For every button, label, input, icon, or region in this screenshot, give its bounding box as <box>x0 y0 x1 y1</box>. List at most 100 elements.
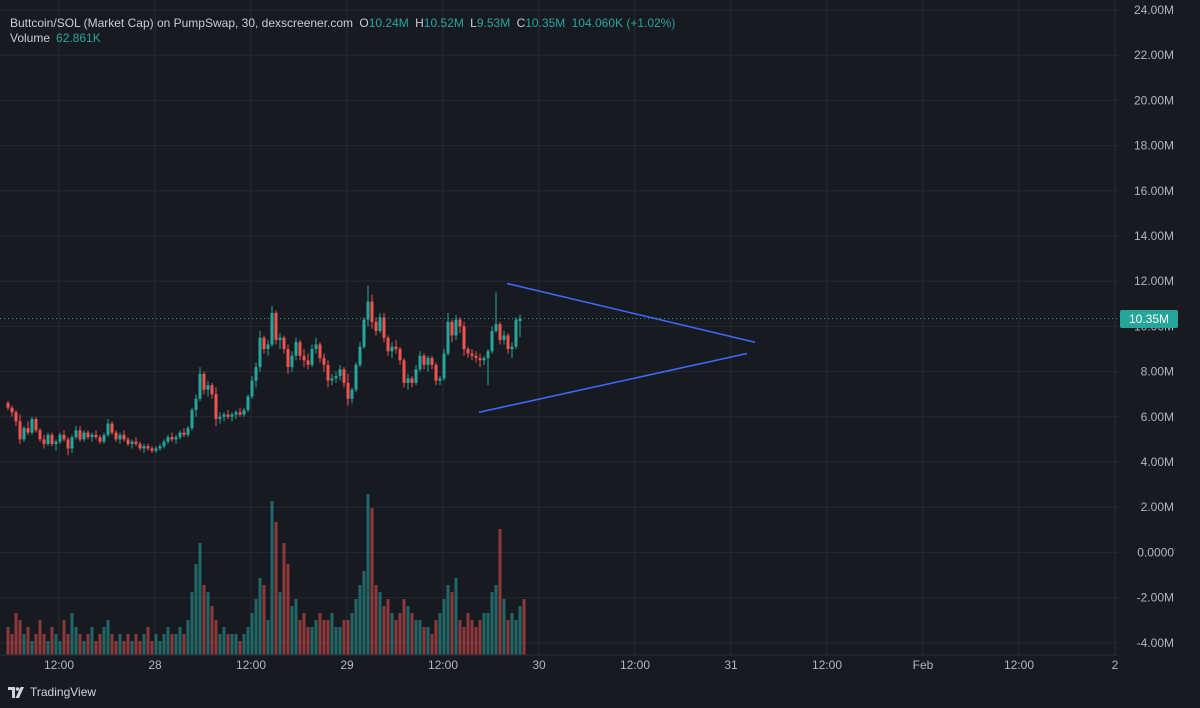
candle-body <box>194 398 198 411</box>
volume-bar <box>402 599 406 655</box>
candle-body <box>74 430 78 438</box>
volume-bar <box>510 613 514 655</box>
volume-bar <box>182 634 186 655</box>
x-tick-label: Feb <box>913 658 934 672</box>
candle-body <box>442 353 446 379</box>
candle-body <box>146 446 150 449</box>
volume-bar <box>34 634 38 655</box>
volume-bar <box>482 613 486 655</box>
volume-bar <box>266 620 270 655</box>
candle-body <box>114 432 118 440</box>
y-tick-label: -4.00M <box>1137 636 1174 650</box>
candle-body <box>182 432 186 435</box>
volume-bar <box>114 641 118 655</box>
candle-body <box>106 423 110 435</box>
volume-bar <box>210 606 214 655</box>
candle-body <box>42 439 46 444</box>
x-tick-label: 12:00 <box>1004 658 1034 672</box>
candle-body <box>474 355 478 359</box>
candle-body <box>382 317 386 338</box>
volume-bar <box>54 634 58 655</box>
volume-bar <box>194 564 198 655</box>
volume-bar <box>74 627 78 655</box>
y-tick-label: 16.00M <box>1134 184 1174 198</box>
candle-body <box>90 434 94 438</box>
volume-bar <box>234 634 238 655</box>
candle-body <box>218 416 222 420</box>
low-label: L <box>470 16 477 30</box>
volume-bar <box>518 606 522 655</box>
candle-body <box>50 434 54 444</box>
x-tick-label: 12:00 <box>620 658 650 672</box>
volume-bar <box>318 613 322 655</box>
tradingview-logo-icon <box>8 686 24 698</box>
volume-bar <box>66 634 70 655</box>
pair-title: Buttcoin/SOL (Market Cap) on PumpSwap, 3… <box>10 16 354 30</box>
candle-body <box>190 410 194 429</box>
volume-bar <box>470 620 474 655</box>
candle-body <box>470 353 474 356</box>
x-axis[interactable]: 12:00 28 12:00 29 12:00 30 12:00 31 12:00 Feb 12:0… <box>0 654 1119 672</box>
candle-body <box>222 414 226 417</box>
volume-bar <box>374 585 378 655</box>
volume-bar <box>322 620 326 655</box>
tradingview-brand[interactable]: TradingView <box>8 685 96 699</box>
x-tick-label: 12:00 <box>428 658 458 672</box>
volume-bar <box>46 641 50 655</box>
candle-body <box>510 346 514 349</box>
y-tick-label: 2.00M <box>1141 500 1174 514</box>
candle-body <box>254 367 258 381</box>
brand-label: TradingView <box>30 685 97 699</box>
footer <box>0 676 1200 708</box>
volume-bar <box>442 599 446 655</box>
open-label: O <box>359 16 369 30</box>
volume-bar <box>94 641 98 655</box>
candle-body <box>450 321 454 336</box>
candle-body <box>386 337 390 352</box>
candle-body <box>162 441 166 447</box>
candle-body <box>250 380 254 397</box>
candle-body <box>58 434 62 442</box>
x-tick-label: 2 <box>1112 658 1119 672</box>
y-tick-label: 20.00M <box>1134 93 1174 107</box>
volume-bar <box>342 620 346 655</box>
candle-body <box>118 434 122 440</box>
volume-bar <box>330 613 334 655</box>
candle-body <box>310 349 314 365</box>
volume-bar <box>394 620 398 655</box>
candle-body <box>290 355 294 368</box>
high-label: H <box>415 16 424 30</box>
volume-bar <box>334 627 338 655</box>
candle-body <box>270 312 274 345</box>
volume-bar <box>282 543 286 655</box>
y-tick-label: 22.00M <box>1134 48 1174 62</box>
candle-body <box>330 378 334 381</box>
trendline[interactable] <box>478 352 748 414</box>
candle-body <box>346 382 350 399</box>
trendline[interactable] <box>506 282 756 343</box>
candle-body <box>514 319 518 347</box>
volume-bar <box>278 592 282 655</box>
candle-body <box>414 369 418 383</box>
volume-bar <box>494 585 498 655</box>
volume-bar <box>486 613 490 655</box>
y-tick-label: 18.00M <box>1134 139 1174 153</box>
candle-body <box>358 346 362 365</box>
candle-body <box>242 410 246 415</box>
candle-body <box>158 446 162 449</box>
volume-bar <box>22 634 26 655</box>
candle-body <box>506 335 510 349</box>
y-tick-label: 0.0000 <box>1137 545 1174 559</box>
candle-body <box>238 412 242 415</box>
candle-body <box>170 437 174 440</box>
candle-body <box>410 378 414 383</box>
candle-body <box>138 443 142 449</box>
volume-legend: Volume 62.861K <box>10 31 101 45</box>
candle-body <box>402 360 406 383</box>
volume-bar <box>38 620 42 655</box>
candle-body <box>110 423 114 433</box>
volume-bar <box>390 613 394 655</box>
volume-bar <box>310 627 314 655</box>
volume-bar <box>146 627 150 655</box>
